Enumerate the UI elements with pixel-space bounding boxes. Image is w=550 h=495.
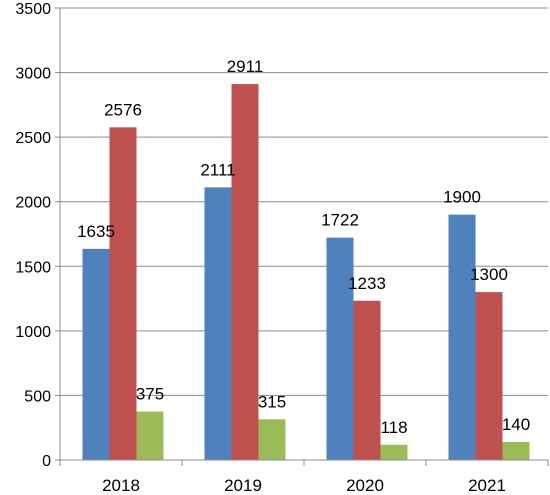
- data-label: 2576: [104, 100, 142, 119]
- bar: [109, 127, 137, 460]
- y-tick-label: 2500: [15, 130, 51, 147]
- bar: [204, 187, 232, 460]
- bar: [380, 444, 408, 460]
- bar: [326, 237, 354, 460]
- y-tick-label: 0: [42, 453, 51, 470]
- bar: [136, 411, 164, 460]
- y-tick-label: 2000: [15, 195, 51, 212]
- data-label: 1635: [77, 222, 115, 241]
- bar: [231, 84, 259, 461]
- y-tick-label: 3500: [15, 1, 51, 18]
- x-axis-category-labels: 2018 2019 2020 2021: [102, 476, 506, 495]
- gridlines: [60, 7, 548, 396]
- bar: [353, 300, 381, 460]
- y-axis-tick-labels: 0 500 1000 1500 2000 2500 3000 3500: [15, 1, 51, 470]
- data-label: 2111: [200, 160, 235, 179]
- bar: [475, 292, 503, 460]
- y-tick-label: 3000: [15, 66, 51, 83]
- y-tick-label: 1000: [15, 324, 51, 341]
- axes: [55, 7, 549, 466]
- data-label: 1900: [443, 188, 481, 207]
- bar: [448, 214, 476, 460]
- x-category-label: 2020: [346, 476, 384, 495]
- y-tick-label: 500: [24, 388, 51, 405]
- data-label: 1233: [348, 274, 386, 293]
- bar: [82, 248, 110, 460]
- data-label: 118: [380, 418, 407, 437]
- data-label: 1300: [470, 265, 508, 284]
- data-label: 140: [502, 415, 530, 434]
- bars: [82, 84, 530, 461]
- data-label: 375: [136, 385, 164, 404]
- bar: [258, 419, 286, 460]
- data-label: 315: [258, 392, 286, 411]
- x-category-label: 2019: [224, 476, 262, 495]
- data-label: 1722: [321, 211, 359, 230]
- x-category-label: 2018: [102, 476, 140, 495]
- x-category-label: 2021: [468, 476, 506, 495]
- data-label: 2911: [227, 57, 264, 76]
- data-labels: 1635 2576 375 2111 2911 315 1722 1233 118 1900 130…: [77, 57, 530, 437]
- bar: [502, 441, 530, 460]
- y-tick-label: 1500: [15, 259, 51, 276]
